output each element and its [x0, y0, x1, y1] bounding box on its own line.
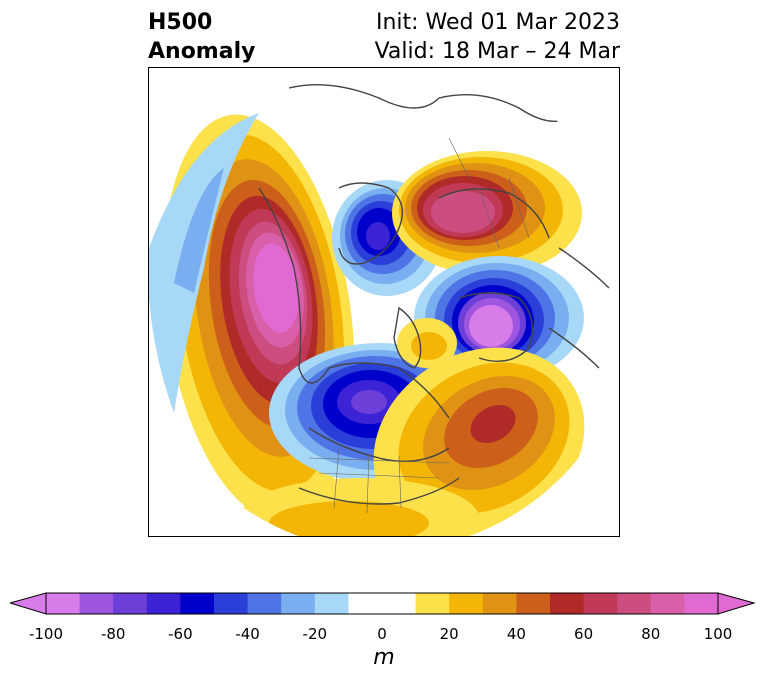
colorbar-cell — [180, 593, 215, 614]
ridge-left — [163, 114, 355, 522]
title-left: H500 Anomaly — [148, 8, 255, 66]
trough-pacific — [149, 113, 259, 413]
colorbar-over-arrow — [717, 592, 756, 615]
colorbar-tick-label: 100 — [703, 625, 733, 643]
colorbar-cell — [348, 593, 383, 614]
borders — [308, 137, 530, 514]
colorbar — [10, 592, 756, 615]
colorbar-cell — [650, 593, 685, 614]
ridge-siberia — [392, 151, 582, 275]
colorbar-cell — [113, 593, 148, 614]
colorbar-cell — [617, 593, 652, 614]
colorbar-outline — [45, 592, 719, 615]
ridge-atlantic — [373, 347, 585, 536]
valid-range-label: Valid: 18 Mar – 24 Mar — [374, 39, 620, 64]
colorbar-tick-label: 0 — [377, 625, 387, 643]
colorbar-cell — [281, 593, 316, 614]
colorbar-tick-label: -100 — [28, 625, 64, 643]
title-variable: H500 — [148, 10, 213, 35]
map-panel — [148, 67, 620, 537]
colorbar-cell — [382, 593, 417, 614]
colorbar-cell — [583, 593, 618, 614]
colorbar-cell — [46, 593, 81, 614]
colorbar-cell — [314, 593, 349, 614]
init-date-label: Init: Wed 01 Mar 2023 — [375, 10, 620, 35]
trough-europe — [414, 256, 584, 380]
colorbar-cell — [415, 593, 450, 614]
colorbar-cell — [247, 593, 282, 614]
colorbar-tick-label: -80 — [100, 625, 126, 643]
colorbar-tick-label: 20 — [439, 625, 459, 643]
colorbar-tick-label: 40 — [506, 625, 526, 643]
colorbar-tick-label: -60 — [168, 625, 193, 643]
anomaly-map — [149, 84, 610, 536]
colorbar-cell — [684, 593, 719, 614]
colorbar-cell — [146, 593, 181, 614]
coastlines — [258, 84, 610, 505]
colorbar-cell — [550, 593, 585, 614]
colorbar-unit-label: m — [373, 645, 395, 670]
colorbar-cell — [79, 593, 114, 614]
colorbar-cell — [214, 593, 249, 614]
colorbar-tick-label: -40 — [235, 625, 260, 643]
colorbar-tick-label: -20 — [302, 625, 328, 643]
colorbar-tick-label: 80 — [641, 625, 661, 643]
colorbar-cell — [516, 593, 551, 614]
title-right: Init: Wed 01 Mar 2023 Valid: 18 Mar – 24… — [375, 8, 620, 66]
title-field-type: Anomaly — [148, 39, 256, 64]
colorbar-tick-label: 60 — [574, 625, 594, 643]
colorbar-cell — [482, 593, 517, 614]
colorbar-under-arrow — [10, 592, 47, 615]
colorbar-cell — [449, 593, 484, 614]
